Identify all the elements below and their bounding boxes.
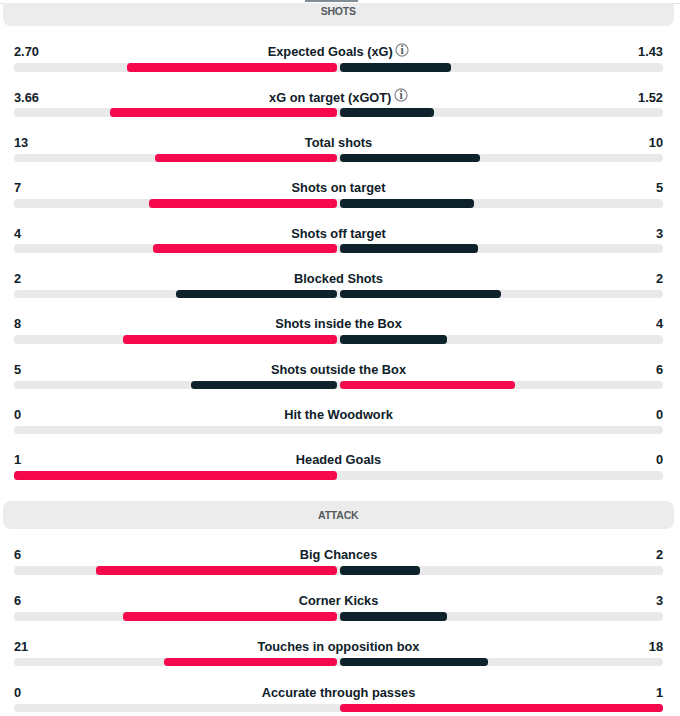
svg-text:i: i xyxy=(401,44,405,56)
svg-text:i: i xyxy=(399,89,403,101)
